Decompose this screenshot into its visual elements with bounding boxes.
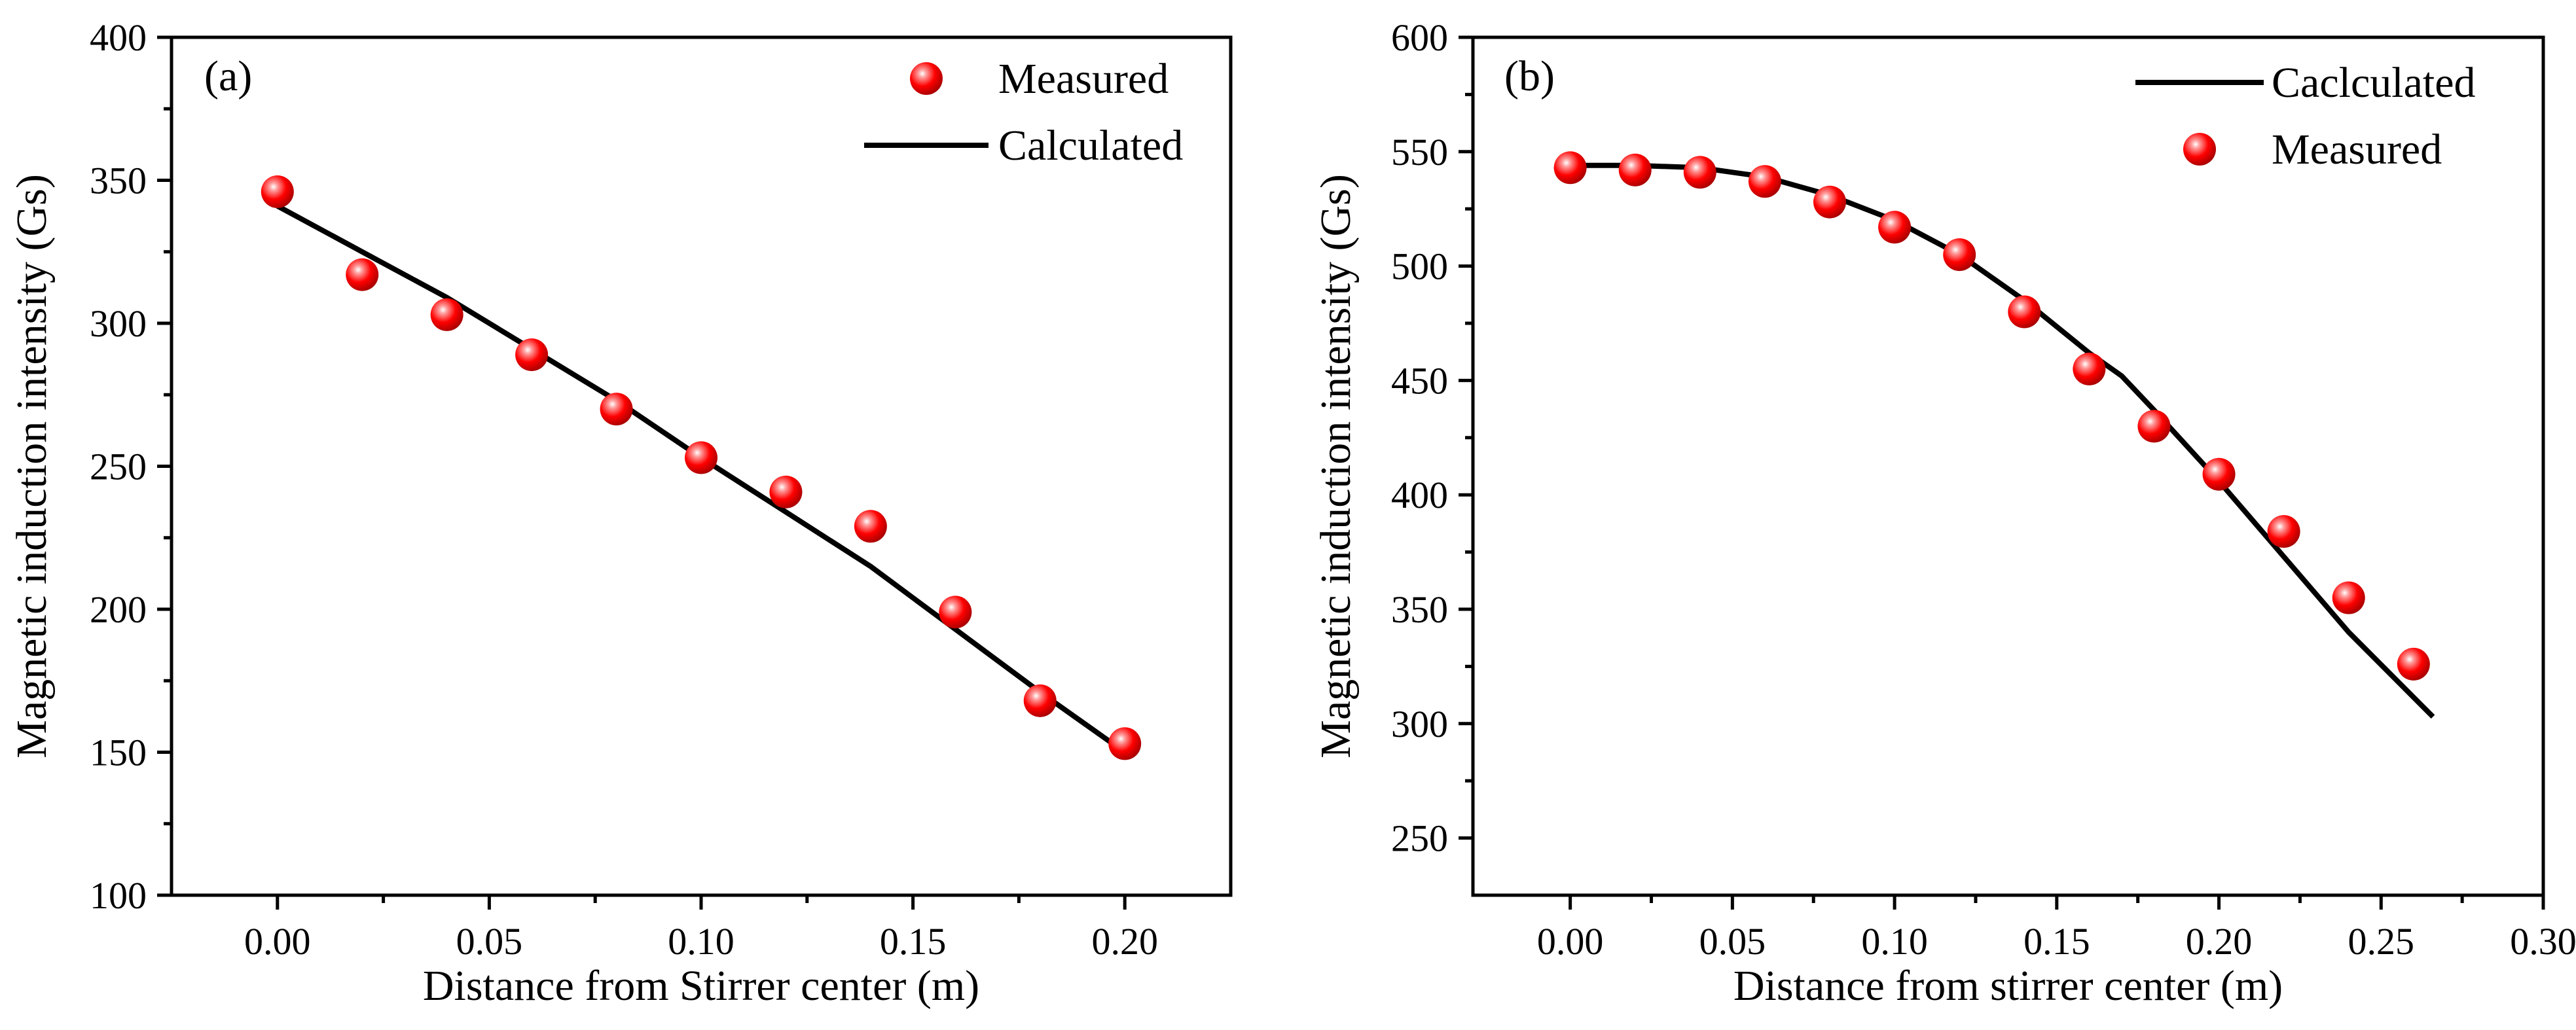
- panel-b-y-axis-title: Magnetic induction intensity (Gs): [1312, 174, 1360, 758]
- panel-b-x-tick-label: 0.25: [2348, 920, 2415, 963]
- panel-a-x-tick-label: 0.05: [456, 920, 523, 963]
- panel-b-x-tick-label: 0.30: [2510, 920, 2576, 963]
- panel-a-y-axis-title: Magnetic induction intensity (Gs): [8, 174, 56, 758]
- panel-b-measured-point: [1878, 211, 1912, 244]
- panel-b-x-tick-label: 0.15: [2023, 920, 2090, 963]
- panel-b-x-axis-title: Distance from stirrer center (m): [1733, 962, 2283, 1010]
- panel-a-y-tick-label: 250: [90, 446, 147, 488]
- panel-b-y-tick-label: 600: [1391, 16, 1448, 59]
- panel-b-y-tick-label: 300: [1391, 703, 1448, 745]
- panel-a-measured-point: [1108, 727, 1142, 760]
- panel-b-legend-label: Caclculated: [2272, 59, 2476, 107]
- panel-a-y-tick-label: 400: [90, 16, 147, 59]
- panel-a-x-tick-label: 0.15: [880, 920, 947, 963]
- panel-b-x-tick-label: 0.10: [1861, 920, 1928, 963]
- panel-a-chart: 0.00 0.05 0.10 0.15 0.20 100 150 200 250 300 350 40…: [8, 16, 1233, 1010]
- panel-b-calculated-line: [1570, 162, 2435, 719]
- panel-b-y-tick-label: 450: [1391, 359, 1448, 402]
- panel-a-x-tick-label: 0.20: [1091, 920, 1158, 963]
- panel-b-measured-point: [1683, 156, 1716, 189]
- panel-b-x-tick-label: 0.05: [1699, 920, 1766, 963]
- panel-a-measured-point: [430, 298, 463, 331]
- panel-b-measured-point: [1813, 185, 1846, 219]
- panel-a-measured-point: [1023, 684, 1057, 717]
- panel-b-measured-point: [2267, 515, 2300, 548]
- panel-a-legend-label: Measured: [998, 55, 1169, 103]
- panel-b-measured-point: [1618, 153, 1652, 186]
- panel-a-measured-point: [346, 258, 379, 291]
- panel-a-legend-measured-marker: [910, 62, 943, 95]
- panel-b-panel-label: (b): [1504, 52, 1555, 100]
- panel-a-y-tick-label: 100: [90, 874, 147, 917]
- panel-b-chart: 0.00 0.05 0.10 0.15 0.20 0.25 0.30 250 300 350 400…: [1312, 16, 2576, 1010]
- panel-a-measured-point: [515, 338, 549, 372]
- panel-b-measured-point: [2073, 352, 2106, 385]
- panel-b-y-tick-label: 250: [1391, 817, 1448, 860]
- panel-b-y-tick-label: 350: [1391, 588, 1448, 631]
- panel-b-measured-point: [1553, 151, 1587, 185]
- panel-b-measured-point: [1748, 165, 1781, 198]
- panel-b-legend-measured-marker: [2183, 133, 2216, 166]
- panel-a-x-tick-label: 0.10: [668, 920, 735, 963]
- panel-a-calculated-line: [276, 204, 1127, 755]
- panel-a-panel-label: (a): [204, 52, 252, 100]
- panel-b-measured-point: [1943, 238, 1976, 272]
- panel-b-measured-point: [2137, 410, 2171, 443]
- panel-a-y-tick-label: 300: [90, 302, 147, 345]
- panel-b-y-tick-label: 500: [1391, 245, 1448, 288]
- panel-a-measured-point: [600, 393, 633, 426]
- panel-b-measured-point: [2202, 457, 2236, 491]
- panel-b-measured-point: [2332, 581, 2365, 614]
- panel-a-x-axis-title: Distance from Stirrer center (m): [423, 962, 979, 1010]
- panel-a-y-tick-label: 350: [90, 160, 147, 202]
- panel-b-y-tick-label: 400: [1391, 474, 1448, 516]
- panel-a-y-tick-label: 200: [90, 588, 147, 631]
- panel-a-measured-point: [939, 595, 972, 629]
- panel-b-legend-label: Measured: [2272, 126, 2442, 173]
- panel-b-plot-frame: [1471, 35, 2545, 897]
- panel-a-x-tick-label: 0.00: [244, 920, 311, 963]
- panel-b-measured-point: [2008, 295, 2041, 329]
- panel-a-measured-point: [769, 475, 803, 508]
- panel-b-x-tick-label: 0.00: [1537, 920, 1604, 963]
- panel-a-measured-point: [854, 510, 887, 543]
- panel-b-measured-point: [2397, 647, 2430, 681]
- panel-a-y-tick-label: 150: [90, 732, 147, 774]
- panel-a-measured-point: [685, 441, 717, 474]
- panel-b-x-tick-label: 0.20: [2186, 920, 2253, 963]
- panel-a-legend-label: Calculated: [998, 122, 1183, 169]
- panel-a-measured-point: [261, 175, 294, 208]
- panel-b-y-tick-label: 550: [1391, 131, 1448, 173]
